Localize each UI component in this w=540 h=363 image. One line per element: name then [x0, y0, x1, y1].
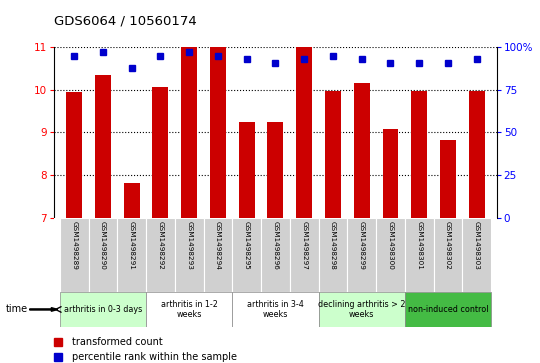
- Bar: [405, 218, 434, 292]
- Text: declining arthritis > 2
weeks: declining arthritis > 2 weeks: [318, 300, 406, 319]
- Text: GSM1498302: GSM1498302: [445, 221, 451, 270]
- Bar: [124, 183, 139, 218]
- Bar: [267, 122, 284, 218]
- Text: GSM1498295: GSM1498295: [244, 221, 249, 270]
- Text: transformed count: transformed count: [72, 337, 163, 347]
- Text: GSM1498301: GSM1498301: [416, 221, 422, 270]
- Text: GSM1498292: GSM1498292: [157, 221, 164, 270]
- Bar: [290, 218, 319, 292]
- Text: arthritis in 1-2
weeks: arthritis in 1-2 weeks: [161, 300, 218, 319]
- Text: GSM1498299: GSM1498299: [359, 221, 364, 270]
- Bar: [411, 91, 427, 218]
- Text: GSM1498294: GSM1498294: [215, 221, 221, 270]
- Bar: [210, 47, 226, 218]
- Bar: [382, 129, 399, 218]
- Text: GSM1498296: GSM1498296: [272, 221, 279, 270]
- Bar: [66, 92, 82, 218]
- Text: GSM1498293: GSM1498293: [186, 221, 192, 270]
- Text: non-induced control: non-induced control: [408, 305, 488, 314]
- Text: percentile rank within the sample: percentile rank within the sample: [72, 352, 237, 362]
- Text: GSM1498303: GSM1498303: [474, 221, 480, 270]
- Bar: [434, 218, 462, 292]
- Bar: [261, 218, 290, 292]
- Text: GSM1498289: GSM1498289: [71, 221, 77, 270]
- Bar: [376, 218, 405, 292]
- Text: GSM1498291: GSM1498291: [129, 221, 134, 270]
- Bar: [405, 292, 491, 327]
- Bar: [232, 292, 319, 327]
- Text: GSM1498298: GSM1498298: [330, 221, 336, 270]
- Bar: [117, 218, 146, 292]
- Bar: [296, 47, 312, 218]
- Bar: [95, 75, 111, 218]
- Bar: [232, 218, 261, 292]
- Bar: [175, 218, 204, 292]
- Text: GSM1498297: GSM1498297: [301, 221, 307, 270]
- Bar: [152, 87, 168, 218]
- Text: arthritis in 0-3 days: arthritis in 0-3 days: [64, 305, 142, 314]
- Bar: [440, 140, 456, 218]
- Bar: [60, 218, 89, 292]
- Bar: [319, 218, 347, 292]
- Bar: [239, 122, 254, 218]
- Bar: [462, 218, 491, 292]
- Bar: [325, 91, 341, 218]
- Text: GDS6064 / 10560174: GDS6064 / 10560174: [54, 15, 197, 28]
- Bar: [181, 47, 197, 218]
- Text: GSM1498300: GSM1498300: [387, 221, 394, 270]
- Text: time: time: [5, 305, 28, 314]
- Text: GSM1498290: GSM1498290: [100, 221, 106, 270]
- Bar: [347, 218, 376, 292]
- Bar: [60, 292, 146, 327]
- Bar: [354, 83, 369, 218]
- Bar: [146, 218, 175, 292]
- Bar: [469, 91, 484, 218]
- Bar: [89, 218, 117, 292]
- Bar: [319, 292, 405, 327]
- Text: arthritis in 3-4
weeks: arthritis in 3-4 weeks: [247, 300, 304, 319]
- Bar: [204, 218, 232, 292]
- Bar: [146, 292, 232, 327]
